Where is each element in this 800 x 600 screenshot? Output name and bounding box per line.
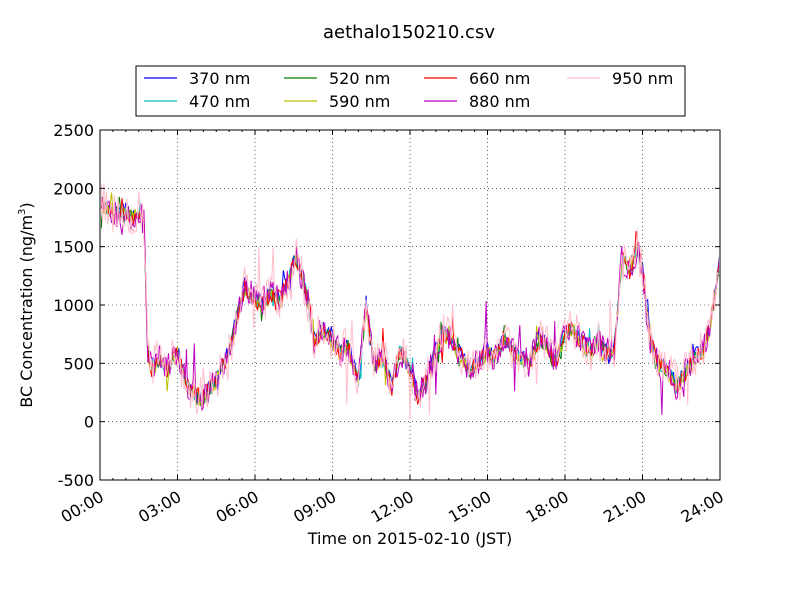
legend-label: 590 nm: [329, 92, 390, 111]
x-tick-label: 00:00: [58, 487, 107, 527]
x-tick-labels: 00:00 03:00 06:00 09:00 12:00 15:00 18:00 21:00…: [58, 487, 727, 527]
y-axis-label-close: ): [17, 202, 36, 208]
legend-label: 880 nm: [469, 92, 530, 111]
legend-box: [135, 65, 686, 117]
x-tick-label: 03:00: [135, 487, 184, 527]
x-tick-label: 24:00: [678, 487, 727, 527]
y-tick-label: 2500: [53, 121, 94, 140]
y-tick-label: 0: [84, 413, 94, 432]
x-tick-label: 18:00: [523, 487, 572, 527]
y-tick-label: 1500: [53, 238, 94, 257]
legend-label: 520 nm: [329, 69, 390, 88]
x-axis-label: Time on 2015-02-10 (JST): [307, 529, 512, 548]
y-tick-label: -500: [58, 471, 94, 490]
chart-title: aethalo150210.csv: [323, 22, 495, 43]
legend-label: 660 nm: [469, 69, 530, 88]
legend-label: 470 nm: [189, 92, 250, 111]
y-tick-label: 1000: [53, 296, 94, 315]
x-tick-label: 12:00: [368, 487, 417, 527]
ticks: [99, 129, 721, 481]
y-tick-label: 500: [63, 354, 94, 373]
y-axis-label-main: BC Concentration (ng/m: [17, 215, 36, 408]
x-tick-label: 06:00: [213, 487, 262, 527]
x-tick-label: 15:00: [445, 487, 494, 527]
legend-label: 950 nm: [612, 69, 673, 88]
grid: [100, 130, 720, 480]
x-tick-label: 21:00: [600, 487, 649, 527]
legend-label: 370 nm: [189, 69, 250, 88]
x-tick-label: 09:00: [290, 487, 339, 527]
legend: 370 nm 470 nm 520 nm 590 nm 660 nm 880 nm 950 …: [135, 65, 686, 117]
y-axis-label-sup: 3: [17, 209, 28, 215]
y-axis-label: BC Concentration (ng/m3): [17, 202, 36, 407]
y-tick-label: 2000: [53, 179, 94, 198]
y-tick-labels: -500 0 500 1000 1500 2000 2500: [53, 121, 94, 490]
series-line-950-nm: [101, 183, 719, 421]
series-layer: [101, 183, 719, 421]
